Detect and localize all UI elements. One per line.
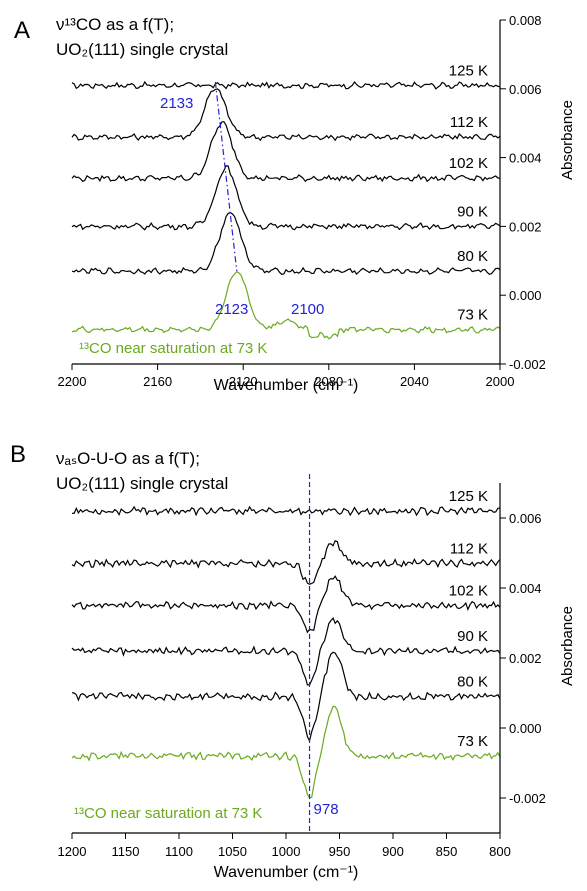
panel-a-y-tick-label: 0.000 — [509, 288, 542, 303]
panel-b-x-tick-label: 1200 — [58, 844, 87, 859]
panel-b-title-line-2: UO₂(111) single crystal — [56, 474, 228, 493]
panel-b-series-90k — [71, 616, 501, 686]
panel-a-x-tick-label: 2000 — [486, 374, 515, 389]
panel-a-note: ¹³CO near saturation at 73 K — [79, 340, 267, 357]
panel-b-overlay: 978 — [308, 474, 339, 833]
panel-b-y-tick-label: -0.002 — [509, 791, 546, 806]
panel-a-trend-line — [214, 81, 238, 272]
panel-b-series-label: 102 K — [449, 583, 488, 600]
panel-a-series-102k — [71, 121, 501, 183]
panel-b: B νₐₛO-U-O as a f(T); UO₂(111) single cr… — [10, 441, 576, 881]
panel-a-series-label: 125 K — [449, 62, 488, 79]
panel-b-x-tick-label: 1000 — [272, 844, 301, 859]
panel-a-y-tick-label: 0.004 — [509, 151, 542, 166]
panel-a-series-label: 102 K — [449, 155, 488, 172]
panel-a-title-line-1: ν¹³CO as a f(T); — [56, 15, 174, 34]
panel-b-series-73k — [71, 705, 501, 799]
panel-b-peak-annotation: 978 — [314, 801, 339, 818]
panel-a-traces: 125 K 112 K 102 K 90 K 80 K 73 K — [71, 62, 501, 340]
panel-b-y-ticks: -0.002 0.000 0.002 0.004 0.006 — [500, 511, 546, 806]
panel-a-series-125k — [71, 80, 501, 90]
panel-b-series-label: 80 K — [457, 674, 488, 691]
panel-a-x-tick-label: 2160 — [143, 374, 172, 389]
panel-a-series-label: 112 K — [450, 114, 488, 131]
panel-a-x-ticks: 2200 2160 2120 2080 2040 2000 — [58, 364, 515, 389]
panel-a-y-tick-label: 0.006 — [509, 82, 542, 97]
panel-b-x-tick-label: 900 — [382, 844, 404, 859]
panel-b-series-label: 125 K — [449, 488, 488, 505]
panel-a-x-tick-label: 2040 — [400, 374, 429, 389]
panel-b-x-tick-label: 850 — [436, 844, 458, 859]
panel-a-title-line-2: UO₂(111) single crystal — [56, 40, 228, 59]
panel-a-peak-annotation: 2133 — [160, 95, 193, 112]
panel-b-series-125k — [71, 505, 501, 517]
panel-b-y-tick-label: 0.006 — [509, 511, 542, 526]
panel-b-series-80k — [71, 651, 501, 743]
panel-b-series-112k — [71, 540, 501, 585]
panel-a-series-label: 80 K — [457, 248, 488, 265]
panel-b-x-tick-label: 1050 — [218, 844, 247, 859]
panel-b-x-tick-label: 1150 — [112, 844, 140, 859]
panel-a-y-axis-label: Absorbance — [559, 100, 576, 180]
panel-a-series-90k — [71, 165, 501, 231]
panel-b-y-axis-label: Absorbance — [559, 606, 576, 686]
panel-a-series-73k — [71, 270, 501, 340]
panel-a-x-tick-label: 2080 — [314, 374, 343, 389]
panel-b-note: ¹³CO near saturation at 73 K — [74, 805, 262, 822]
panel-a: A ν¹³CO as a f(T); UO₂(111) single cryst… — [14, 13, 576, 394]
panel-a-overlay: 2133 2123 2100 — [160, 81, 324, 318]
panel-a-y-tick-label: 0.002 — [509, 219, 542, 234]
panel-b-y-tick-label: 0.000 — [509, 721, 542, 736]
panel-b-y-tick-label: 0.004 — [509, 581, 542, 596]
panel-b-x-tick-label: 1100 — [165, 844, 193, 859]
panel-b-x-axis-label: Wavenumber (cm⁻¹) — [214, 864, 359, 881]
panel-a-label: A — [14, 17, 30, 44]
panel-a-series-80k — [71, 212, 501, 276]
panel-b-series-label: 90 K — [457, 628, 488, 645]
panel-a-x-tick-label: 2200 — [58, 374, 87, 389]
panel-a-y-ticks: -0.002 0.000 0.002 0.004 0.006 0.008 — [500, 13, 546, 372]
panel-b-series-label: 112 K — [450, 541, 488, 558]
panel-b-x-tick-label: 950 — [329, 844, 351, 859]
panel-b-y-tick-label: 0.002 — [509, 651, 542, 666]
panel-a-series-112k — [71, 88, 501, 142]
panel-b-x-ticks: 1200 1150 1100 1050 1000 950 900 850 800 — [58, 833, 511, 859]
panel-b-series-label: 73 K — [457, 733, 488, 750]
panel-b-x-tick-label: 800 — [489, 844, 511, 859]
panel-a-x-tick-label: 2120 — [229, 374, 258, 389]
panel-b-series-102k — [71, 575, 501, 634]
panel-b-traces: 125 K 112 K 102 K 90 K 80 K 73 K — [71, 488, 501, 799]
panel-b-title-line-1: νₐₛO-U-O as a f(T); — [56, 449, 200, 468]
panel-a-series-label: 90 K — [457, 203, 488, 220]
panel-a-series-label: 73 K — [457, 307, 488, 324]
panel-a-peak-annotation: 2123 — [215, 301, 248, 318]
panel-a-x-axis-label: Wavenumber (cm⁻¹) — [214, 377, 359, 394]
panel-a-peak-annotation: 2100 — [291, 301, 324, 318]
panel-a-y-tick-label: -0.002 — [509, 357, 546, 372]
panel-b-label: B — [10, 441, 26, 468]
panel-a-y-tick-label: 0.008 — [509, 13, 542, 28]
